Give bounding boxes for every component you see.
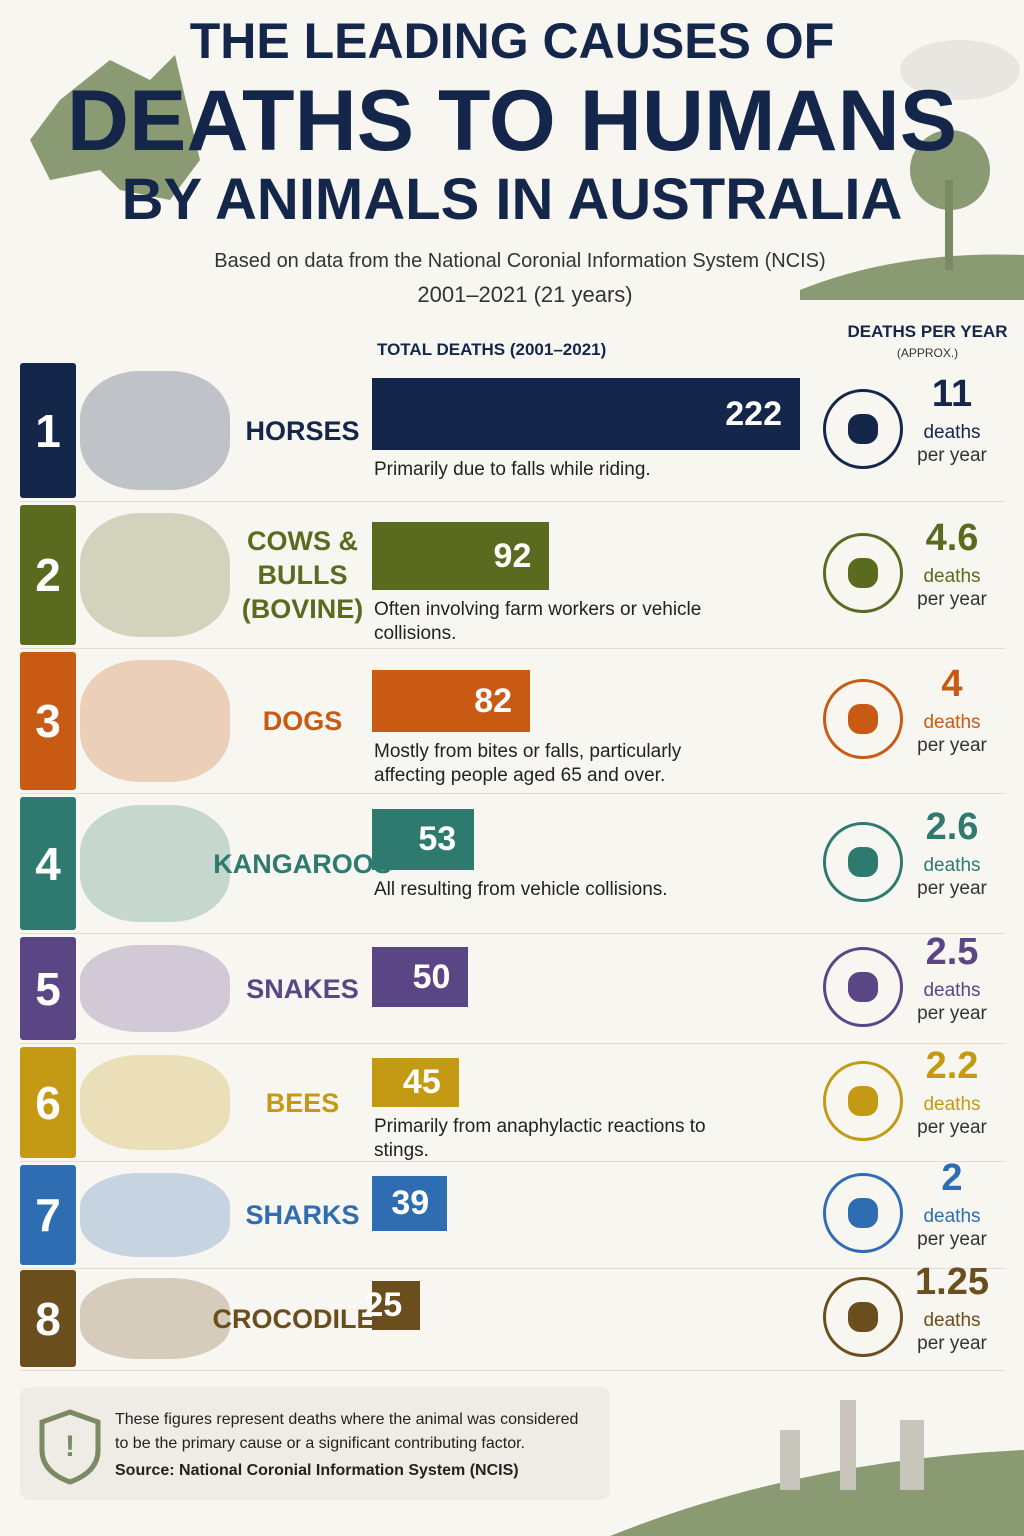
per-year-unit: per year [917,1116,987,1138]
icon-glyph [848,413,878,444]
title-line: DEATHS TO HUMANS [66,73,958,169]
footer-note: These figures represent deaths where the… [115,1411,579,1452]
icon-glyph [848,846,878,877]
svg-text:!: ! [65,1430,75,1463]
icon [823,533,903,613]
per-year-unit: per year [917,1332,987,1354]
per-year-unit: deaths [923,1093,981,1115]
per-year-value: 1.25 [915,1260,989,1303]
per-year-value: 2.6 [925,805,979,848]
per-year-unit: deaths [923,979,981,1001]
icon [823,1276,903,1357]
per-year-unit: per year [917,1229,987,1250]
row-divider [20,1165,1005,1269]
note: Mostly from bites or falls, particularly… [374,741,682,786]
title-line: THE LEADING CAUSES OF [189,13,835,69]
subtitle: Based on data from the National Coronial… [214,250,826,272]
rank: 8 [20,1270,76,1367]
per-year-value: 2 [941,1157,963,1199]
icon-glyph [848,1301,878,1332]
icon [823,388,903,469]
icon-glyph [848,971,878,1002]
animal-image [80,513,230,637]
per-year-unit: deaths [923,712,981,733]
category-label: CROCODILES [212,1303,393,1334]
row-divider [20,1047,1005,1162]
category-label: KANGAROOS [213,848,392,879]
per-year-value: 4 [941,663,963,705]
per-year-unit: per year [917,589,987,610]
category-label: COWS & BULLS (BOVINE) [241,526,364,624]
icon [823,1173,903,1253]
bar: 92 [372,522,550,590]
icon-glyph [848,1085,878,1116]
animal-image [80,1278,230,1359]
category-label: SNAKES [246,973,359,1004]
note: Often involving farm workers or vehicle … [374,599,702,644]
rank: 3 [20,652,76,790]
animal-image [80,371,230,490]
bar: 82 [372,670,531,732]
bar: 45 [372,1058,459,1107]
column-header: DEATHS PER YEAR [847,322,1008,341]
rank: 1 [20,363,76,498]
row-divider [20,797,1005,934]
rank: 6 [20,1047,76,1158]
icon [823,821,903,902]
per-year-value: 11 [931,372,973,415]
icon [823,1060,903,1141]
per-year-unit: deaths [923,854,981,876]
icon-glyph [848,558,878,588]
bar: 222 [372,378,800,450]
rank: 5 [20,937,76,1040]
rank: 2 [20,505,76,645]
column-header: TOTAL DEATHS (2001–2021) [377,340,607,359]
bar: 53 [372,809,475,870]
row-divider [20,363,1005,502]
icon [823,679,903,759]
note: Primarily from anaphylactic reactions to… [374,1116,706,1161]
title-line: BY ANIMALS IN AUSTRALIA [121,167,903,232]
per-year-unit: per year [917,444,987,466]
per-year-value: 4.6 [925,517,979,559]
per-year-unit: deaths [923,1309,981,1331]
column-header: (APPROX.) [896,346,959,360]
note: All resulting from vehicle collisions. [374,879,668,900]
bar: 39 [372,1176,448,1231]
rank: 4 [20,797,76,930]
animal-image [80,1173,230,1257]
row-divider [20,652,1005,794]
per-year-value: 2.5 [925,930,979,973]
per-year-unit: deaths [923,1206,981,1227]
bar: 50 [372,947,469,1007]
category-label: HORSES [245,415,360,446]
rank: 7 [20,1165,76,1265]
row-divider [20,937,1005,1044]
category-label: SHARKS [245,1200,360,1230]
per-year-unit: deaths [923,421,981,443]
source: Source: National Coronial Information Sy… [115,1462,519,1479]
category-label: DOGS [262,706,343,736]
icon-glyph [848,1198,878,1228]
row-divider [20,505,1005,649]
animal-image [80,1055,230,1150]
per-year-unit: deaths [923,566,981,587]
icon [823,946,903,1027]
note: Primarily due to falls while riding. [374,459,651,480]
subtitle: 2001–2021 (21 years) [417,282,633,307]
bar: 25 [364,1281,421,1330]
icon-glyph [848,704,878,734]
animal-image [80,945,230,1032]
animal-image [80,805,230,922]
row-divider [20,1270,1005,1371]
per-year-unit: per year [917,877,987,899]
per-year-unit: per year [917,735,987,756]
category-label: BEES [265,1087,340,1118]
animal-image [80,660,230,782]
per-year-value: 2.2 [925,1044,979,1087]
per-year-unit: per year [917,1002,987,1024]
